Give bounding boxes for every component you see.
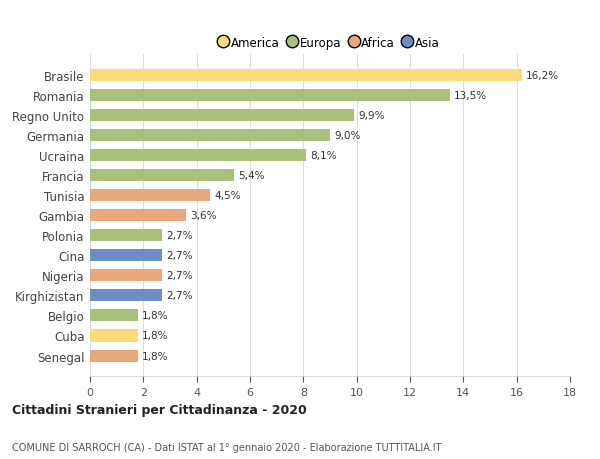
Text: 9,9%: 9,9% xyxy=(358,111,385,121)
Bar xyxy=(90,110,354,122)
Text: 2,7%: 2,7% xyxy=(166,231,193,241)
Text: 1,8%: 1,8% xyxy=(142,331,169,341)
Bar xyxy=(90,250,162,262)
Text: COMUNE DI SARROCH (CA) - Dati ISTAT al 1° gennaio 2020 - Elaborazione TUTTITALIA: COMUNE DI SARROCH (CA) - Dati ISTAT al 1… xyxy=(12,442,442,452)
Text: 1,8%: 1,8% xyxy=(142,311,169,321)
Bar xyxy=(90,350,138,362)
Text: 1,8%: 1,8% xyxy=(142,351,169,361)
Bar xyxy=(90,290,162,302)
Legend: America, Europa, Africa, Asia: America, Europa, Africa, Asia xyxy=(215,32,445,55)
Bar xyxy=(90,70,522,82)
Text: 2,7%: 2,7% xyxy=(166,271,193,281)
Text: 3,6%: 3,6% xyxy=(190,211,217,221)
Text: Cittadini Stranieri per Cittadinanza - 2020: Cittadini Stranieri per Cittadinanza - 2… xyxy=(12,403,307,416)
Bar xyxy=(90,150,306,162)
Bar xyxy=(90,330,138,342)
Bar xyxy=(90,130,330,142)
Text: 5,4%: 5,4% xyxy=(238,171,265,181)
Bar xyxy=(90,230,162,242)
Bar xyxy=(90,270,162,282)
Text: 9,0%: 9,0% xyxy=(334,131,361,141)
Text: 8,1%: 8,1% xyxy=(310,151,337,161)
Text: 4,5%: 4,5% xyxy=(214,191,241,201)
Bar xyxy=(90,210,186,222)
Text: 2,7%: 2,7% xyxy=(166,251,193,261)
Bar xyxy=(90,170,234,182)
Bar xyxy=(90,90,450,102)
Text: 2,7%: 2,7% xyxy=(166,291,193,301)
Bar xyxy=(90,190,210,202)
Text: 16,2%: 16,2% xyxy=(526,71,559,81)
Bar xyxy=(90,310,138,322)
Text: 13,5%: 13,5% xyxy=(454,91,487,101)
